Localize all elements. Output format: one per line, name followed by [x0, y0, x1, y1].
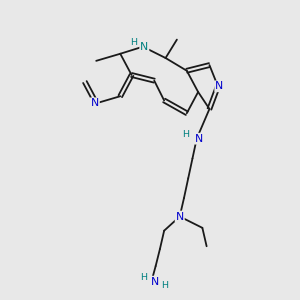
Text: N: N: [215, 81, 224, 91]
Text: N: N: [176, 212, 184, 221]
Text: H: H: [140, 273, 147, 282]
Text: N: N: [151, 277, 159, 286]
Text: H: H: [130, 38, 137, 47]
Text: H: H: [161, 280, 168, 290]
Text: N: N: [91, 98, 99, 108]
Text: N: N: [195, 134, 203, 144]
Text: H: H: [182, 130, 189, 139]
Text: N: N: [140, 42, 148, 52]
